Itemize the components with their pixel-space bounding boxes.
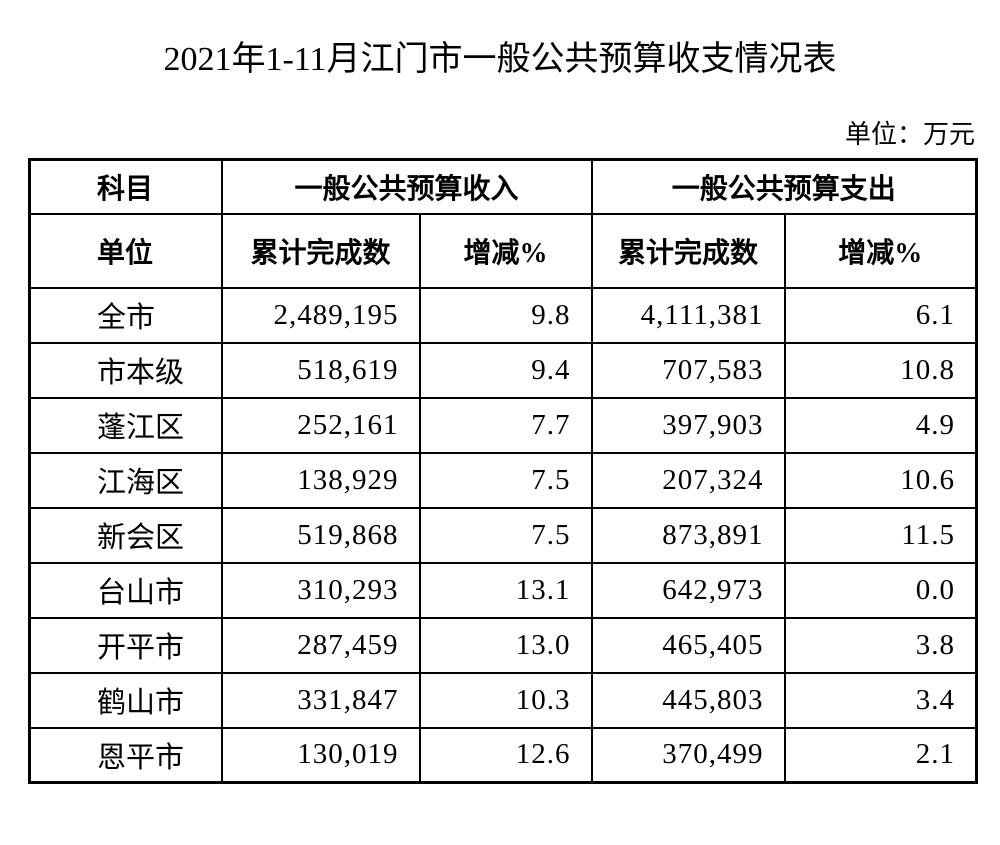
expense-change-cell: 2.1 — [783, 726, 978, 784]
page-title: 2021年1-11月江门市一般公共预算收支情况表 — [163, 41, 837, 78]
expense-change-cell: 11.5 — [783, 506, 978, 564]
header-subject-cell: 科目 — [28, 158, 223, 215]
header-income-cumulative: 累计完成数 — [220, 212, 421, 289]
region-cell: 全市 — [28, 286, 223, 344]
region-cell: 新会区 — [28, 506, 223, 564]
expense-total-cell: 642,973 — [590, 561, 786, 619]
region-cell: 蓬江区 — [28, 396, 223, 454]
income-change-cell: 13.1 — [418, 561, 593, 619]
income-change-cell: 13.0 — [418, 616, 593, 674]
header-expense-change: 增减% — [783, 212, 978, 289]
expense-total-cell: 445,803 — [590, 671, 786, 729]
header-row-groups: 科目 一般公共预算收入 一般公共预算支出 — [28, 158, 978, 215]
expense-total-cell: 397,903 — [590, 396, 786, 454]
expense-change-cell: 10.6 — [783, 451, 978, 509]
table-row: 市本级 518,619 9.4 707,583 10.8 — [28, 341, 978, 399]
region-cell: 鹤山市 — [28, 671, 223, 729]
expense-change-cell: 3.8 — [783, 616, 978, 674]
region-cell: 台山市 — [28, 561, 223, 619]
table-row: 台山市 310,293 13.1 642,973 0.0 — [28, 561, 978, 619]
income-change-cell: 9.4 — [418, 341, 593, 399]
expense-total-cell: 707,583 — [590, 341, 786, 399]
region-cell: 江海区 — [28, 451, 223, 509]
income-change-cell: 9.8 — [418, 286, 593, 344]
table-row: 蓬江区 252,161 7.7 397,903 4.9 — [28, 396, 978, 454]
budget-table: 科目 一般公共预算收入 一般公共预算支出 单位 累计完成数 增减% 累计完成数 … — [28, 158, 979, 784]
table-row: 新会区 519,868 7.5 873,891 11.5 — [28, 506, 978, 564]
table-row: 恩平市 130,019 12.6 370,499 2.1 — [28, 726, 978, 784]
expense-total-cell: 465,405 — [590, 616, 786, 674]
expense-change-cell: 0.0 — [783, 561, 978, 619]
income-total-cell: 287,459 — [220, 616, 421, 674]
income-change-cell: 12.6 — [418, 726, 593, 784]
income-total-cell: 130,019 — [220, 726, 421, 784]
income-total-cell: 2,489,195 — [220, 286, 421, 344]
income-total-cell: 138,929 — [220, 451, 421, 509]
income-total-cell: 519,868 — [220, 506, 421, 564]
income-change-cell: 7.5 — [418, 506, 593, 564]
page: 2021年1-11月江门市一般公共预算收支情况表 单位：万元 科目 一般公共预算… — [28, 0, 979, 784]
header-income-change: 增减% — [418, 212, 593, 289]
table-row: 鹤山市 331,847 10.3 445,803 3.4 — [28, 671, 978, 729]
expense-total-cell: 370,499 — [590, 726, 786, 784]
expense-change-cell: 3.4 — [783, 671, 978, 729]
income-total-cell: 331,847 — [220, 671, 421, 729]
table-row: 江海区 138,929 7.5 207,324 10.6 — [28, 451, 978, 509]
header-row-columns: 单位 累计完成数 增减% 累计完成数 增减% — [28, 212, 978, 289]
header-unit-cell: 单位 — [28, 212, 223, 289]
income-change-cell: 10.3 — [418, 671, 593, 729]
expense-total-cell: 873,891 — [590, 506, 786, 564]
expense-change-cell: 6.1 — [783, 286, 978, 344]
table-row: 开平市 287,459 13.0 465,405 3.8 — [28, 616, 978, 674]
expense-total-cell: 207,324 — [590, 451, 786, 509]
region-cell: 恩平市 — [28, 726, 223, 784]
header-income-group: 一般公共预算收入 — [220, 158, 593, 215]
income-total-cell: 518,619 — [220, 341, 421, 399]
unit-note: 单位：万元 — [844, 120, 975, 149]
header-expense-cumulative: 累计完成数 — [590, 212, 786, 289]
region-cell: 开平市 — [28, 616, 223, 674]
region-cell: 市本级 — [28, 341, 223, 399]
expense-total-cell: 4,111,381 — [590, 286, 786, 344]
income-change-cell: 7.5 — [418, 451, 593, 509]
expense-change-cell: 10.8 — [783, 341, 978, 399]
income-change-cell: 7.7 — [418, 396, 593, 454]
expense-change-cell: 4.9 — [783, 396, 978, 454]
income-total-cell: 310,293 — [220, 561, 421, 619]
table-row: 全市 2,489,195 9.8 4,111,381 6.1 — [28, 286, 978, 344]
header-expense-group: 一般公共预算支出 — [590, 158, 978, 215]
income-total-cell: 252,161 — [220, 396, 421, 454]
